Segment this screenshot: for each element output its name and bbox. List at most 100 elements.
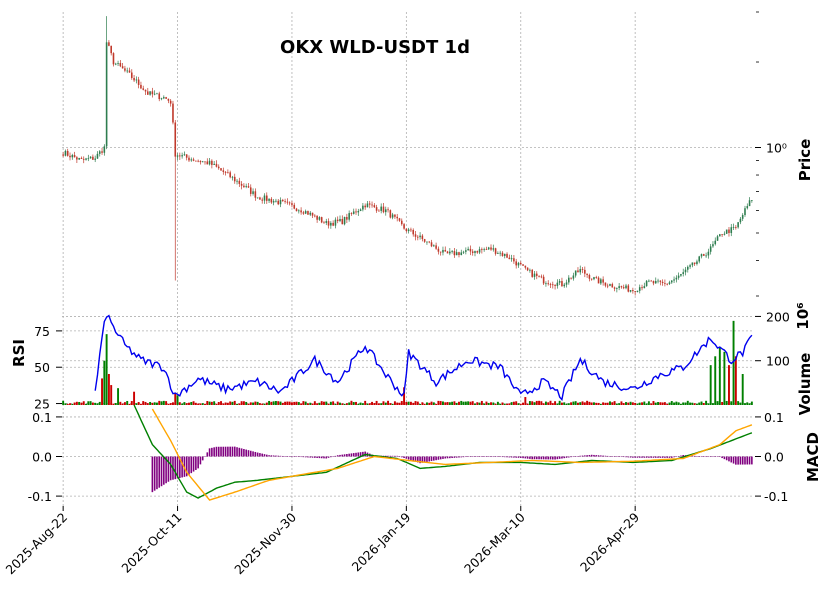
macd-histogram-bar bbox=[744, 456, 746, 465]
volume-bar bbox=[620, 401, 623, 405]
macd-left-tick-label: 0.1 bbox=[32, 410, 52, 425]
candle-body bbox=[133, 77, 135, 81]
macd-histogram-bar bbox=[570, 456, 572, 458]
volume-bar bbox=[176, 395, 179, 405]
candle-body bbox=[650, 280, 652, 282]
volume-bar bbox=[158, 400, 161, 405]
candle-body bbox=[712, 244, 714, 247]
volume-bar bbox=[506, 403, 508, 405]
candle-body bbox=[309, 212, 312, 215]
volume-bar bbox=[636, 403, 639, 405]
macd-histogram-bar bbox=[325, 456, 328, 459]
candle-body bbox=[160, 98, 163, 100]
volume-bar bbox=[336, 401, 339, 405]
macd-histogram-bar bbox=[538, 456, 540, 460]
volume-bar bbox=[188, 402, 190, 405]
macd-histogram-bar bbox=[291, 456, 293, 458]
candle-body bbox=[595, 277, 598, 278]
volume-bar bbox=[604, 402, 607, 405]
candle-body bbox=[201, 161, 204, 163]
macd-histogram-bar bbox=[703, 456, 705, 458]
macd-histogram-bar bbox=[675, 456, 678, 458]
macd-histogram-bar bbox=[508, 456, 511, 458]
candle-body bbox=[483, 249, 485, 251]
macd-histogram-bar bbox=[176, 456, 179, 479]
candle-body bbox=[600, 279, 602, 284]
macd-histogram-bar bbox=[595, 455, 598, 457]
macd-histogram-bar bbox=[465, 456, 467, 458]
price-tick-label: 10⁰ bbox=[766, 141, 787, 156]
candle-body bbox=[535, 273, 538, 276]
volume-bar bbox=[348, 402, 351, 405]
candle-body bbox=[211, 160, 213, 165]
candle-body bbox=[725, 229, 728, 234]
candle-body bbox=[300, 210, 302, 213]
candle-body bbox=[215, 163, 218, 167]
volume-bar bbox=[442, 401, 444, 405]
candle-body bbox=[526, 267, 529, 271]
candle-body bbox=[741, 215, 744, 219]
volume-bar bbox=[711, 403, 714, 405]
candle-body bbox=[666, 283, 668, 285]
volume-bar bbox=[412, 402, 415, 405]
candle-body bbox=[469, 248, 472, 252]
candle-body bbox=[430, 242, 433, 247]
candle-body bbox=[703, 254, 705, 256]
macd-histogram-bar bbox=[455, 456, 458, 458]
macd-histogram-bar bbox=[444, 456, 447, 459]
candle-body bbox=[364, 205, 366, 208]
tick-labels: 2025-Aug-22 2025-Oct-11 2025-Nov-30 2026-Ja… bbox=[2, 11, 790, 577]
volume-bar bbox=[439, 401, 442, 405]
macd-histogram-bar bbox=[604, 455, 607, 457]
macd-histogram-bar bbox=[279, 455, 282, 457]
volume-bar bbox=[416, 401, 419, 405]
candle-body bbox=[172, 103, 174, 123]
volume-bar bbox=[382, 401, 385, 405]
macd-histogram-bar bbox=[211, 447, 213, 457]
macd-histogram-bar bbox=[281, 455, 284, 457]
macd-histogram-bar bbox=[327, 456, 330, 458]
macd-histogram-bar bbox=[602, 455, 604, 457]
macd-histogram-bar bbox=[481, 456, 483, 457]
macd-histogram-bar bbox=[229, 446, 231, 457]
volume-bar bbox=[455, 402, 458, 405]
volume-bar bbox=[215, 403, 218, 405]
candle-body bbox=[375, 207, 378, 211]
volume-bar bbox=[446, 402, 449, 405]
volume-bar bbox=[462, 401, 465, 405]
volume-bar bbox=[130, 401, 133, 405]
macd-histogram-bar bbox=[240, 448, 243, 457]
macd-histogram-bar bbox=[288, 456, 291, 457]
candle-body bbox=[442, 249, 444, 253]
candle-body bbox=[439, 251, 442, 253]
volume-bar bbox=[355, 401, 357, 405]
volume-bar bbox=[128, 403, 131, 405]
candle-body bbox=[739, 218, 742, 223]
candle-body bbox=[128, 70, 131, 73]
volume-bar bbox=[467, 401, 470, 405]
macd-histogram-bar bbox=[593, 454, 595, 457]
candle-body bbox=[648, 280, 650, 282]
volume-bar bbox=[695, 403, 698, 405]
macd-histogram-bar bbox=[506, 456, 508, 458]
candle-body bbox=[419, 235, 421, 238]
candle-body bbox=[247, 186, 250, 188]
candle-body bbox=[609, 284, 611, 286]
volume-bar bbox=[661, 402, 664, 405]
volume-bar bbox=[274, 401, 277, 405]
candle-body bbox=[352, 211, 355, 214]
candle-body bbox=[570, 277, 572, 279]
macd-histogram-bar bbox=[259, 453, 261, 457]
macd-histogram-bar bbox=[545, 456, 547, 460]
macd-histogram-bar bbox=[243, 448, 245, 457]
volume-bar bbox=[590, 402, 593, 405]
macd-histogram-bar bbox=[654, 456, 657, 458]
macd-histogram-bar bbox=[524, 456, 527, 459]
candle-body bbox=[350, 213, 353, 214]
macd-histogram-bar bbox=[677, 456, 680, 457]
candle-body bbox=[414, 234, 417, 237]
macd-histogram-bar bbox=[410, 456, 412, 461]
volume-bar bbox=[638, 402, 641, 405]
candle-body bbox=[78, 157, 80, 160]
macd-histogram-bar bbox=[352, 453, 355, 457]
